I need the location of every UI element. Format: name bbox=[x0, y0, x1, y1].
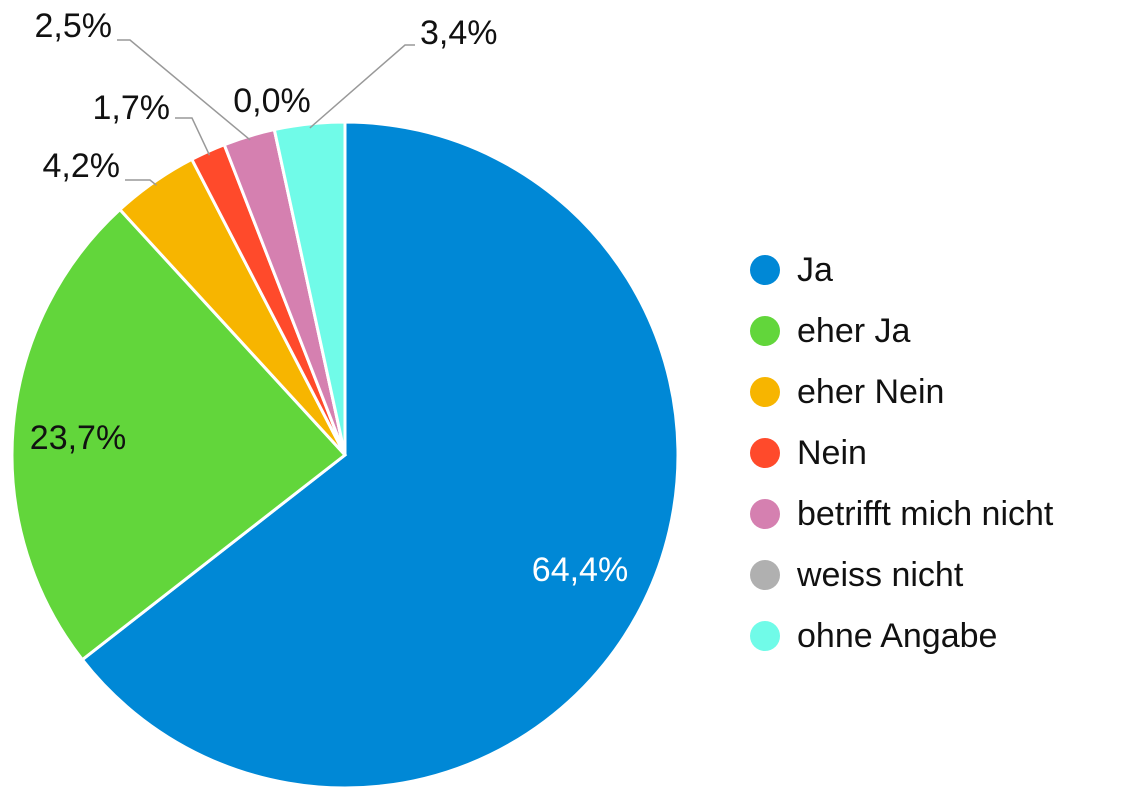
legend-marker bbox=[750, 560, 780, 590]
pie-slice bbox=[272, 120, 347, 456]
legend-label: eher Ja bbox=[797, 312, 910, 350]
leader-line bbox=[117, 39, 251, 141]
data-label: 1,7% bbox=[93, 89, 171, 127]
legend-marker bbox=[750, 316, 780, 346]
data-label: 3,4% bbox=[420, 14, 498, 52]
data-label: 64,4% bbox=[532, 551, 628, 589]
legend-marker bbox=[750, 499, 780, 529]
legend-label: weiss nicht bbox=[796, 556, 964, 594]
legend-marker bbox=[750, 621, 780, 651]
data-label: 0,0% bbox=[233, 82, 311, 120]
legend-marker bbox=[750, 377, 780, 407]
data-label: 2,5% bbox=[35, 7, 113, 45]
pie-slice bbox=[80, 120, 680, 787]
legend-label: Nein bbox=[797, 434, 867, 472]
leader-line bbox=[309, 44, 415, 129]
legend-marker bbox=[750, 438, 780, 468]
legend-label: ohne Angabe bbox=[797, 617, 997, 655]
legend-marker bbox=[750, 255, 780, 285]
legend-label: betrifft mich nicht bbox=[797, 495, 1054, 533]
legend-label: Ja bbox=[797, 251, 833, 289]
data-label: 23,7% bbox=[30, 419, 126, 457]
leader-line bbox=[125, 179, 157, 186]
legend-label: eher Nein bbox=[797, 373, 944, 411]
data-label: 4,2% bbox=[43, 147, 121, 185]
pie-slice bbox=[10, 207, 348, 662]
leader-line bbox=[175, 117, 211, 156]
